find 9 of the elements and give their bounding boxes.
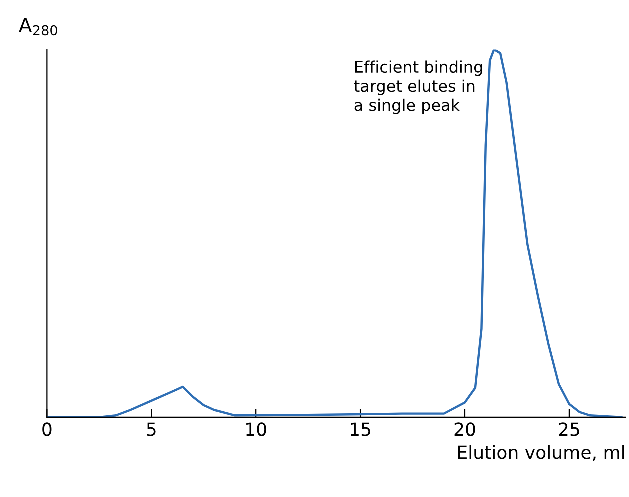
x-tick-label: 0 xyxy=(42,422,52,436)
x-tick-label: 20 xyxy=(454,422,476,436)
x-tick-label: 10 xyxy=(246,422,266,436)
x-axis-title: Elution volume, ml xyxy=(458,445,624,462)
y-axis-title: A$_{280}$ xyxy=(19,18,58,36)
x-tick-label: 15 xyxy=(351,422,370,436)
x-tick-label: 5 xyxy=(147,422,156,436)
annotation: Efficient binding target elutes in a single peak xyxy=(354,60,482,114)
x-tick-label: 25 xyxy=(559,422,580,436)
